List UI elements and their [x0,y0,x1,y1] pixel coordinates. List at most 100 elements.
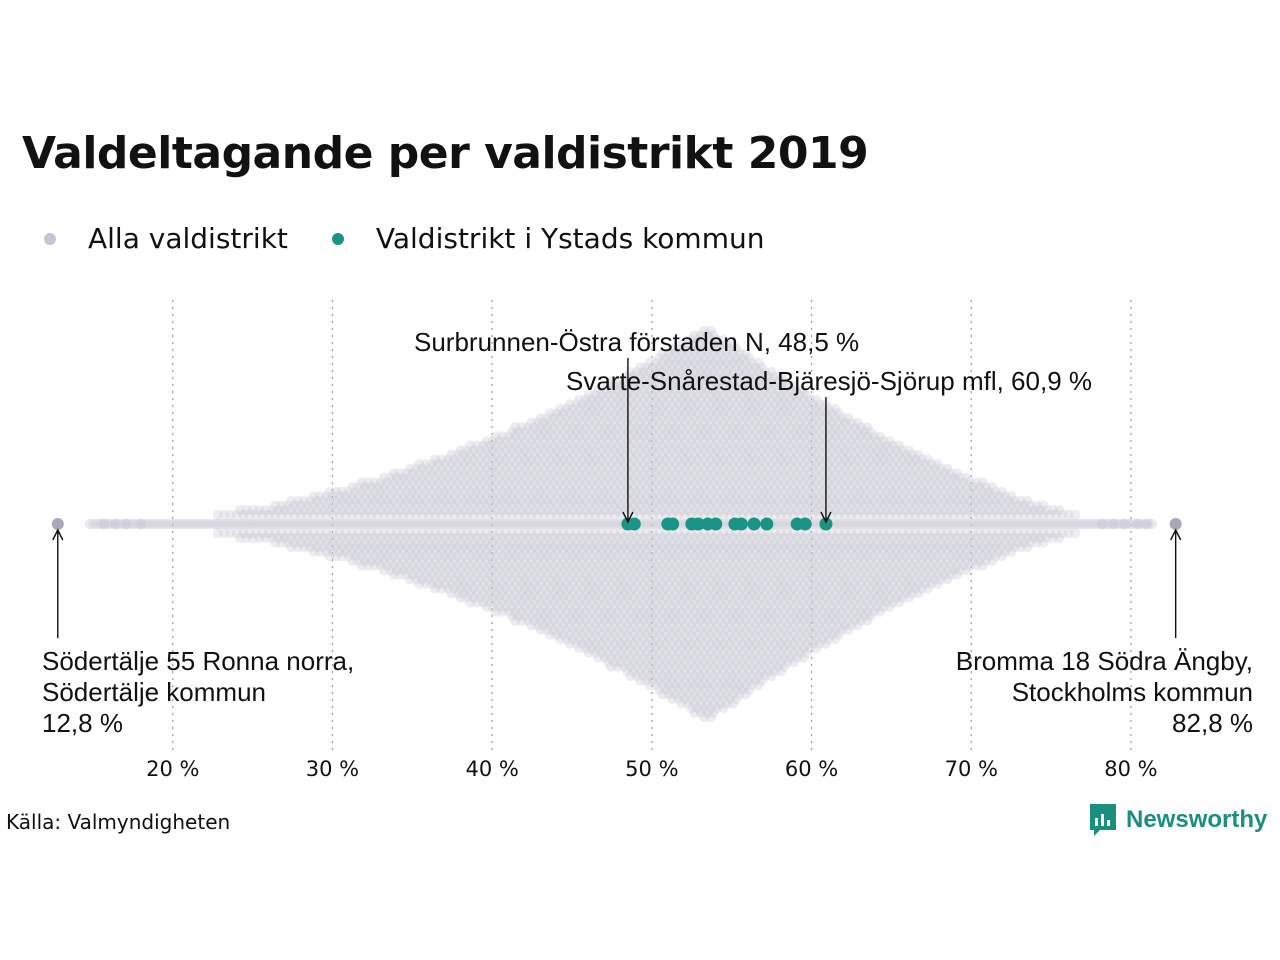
district-point [442,564,454,576]
district-point [519,555,531,566]
district-point [286,532,297,543]
district-point [263,518,275,530]
district-point [430,546,441,557]
district-point [420,551,431,562]
district-point [423,537,435,548]
district-point [481,537,492,548]
district-point [305,495,316,507]
district-point [407,486,419,497]
district-point [423,555,435,566]
district-point [382,551,393,562]
district-point [436,537,447,548]
district-point [484,440,495,451]
district-point [478,477,489,488]
district-point [513,610,524,622]
district-point [388,560,399,571]
district-point [478,468,489,479]
district-point [414,477,425,488]
district-point [484,597,495,608]
district-point [510,495,521,507]
district-point [145,518,156,530]
district-point [340,518,351,530]
district-point [388,486,399,497]
district-point [398,546,409,557]
district-point [391,528,403,539]
district-point [244,509,255,520]
district-point [417,500,428,511]
district-point [286,495,297,507]
district-point [266,518,278,530]
district-point [359,518,371,530]
district-point [324,518,335,530]
district-point [487,555,499,566]
district-point [490,532,502,543]
district-point [490,518,502,530]
district-point [513,592,524,603]
district-point [503,532,515,543]
district-point [439,541,451,553]
district-point [410,482,422,493]
district-point [426,477,438,488]
district-point [366,509,377,520]
district-point [494,518,505,530]
district-point [401,505,412,516]
district-point [372,482,383,493]
district-point [439,495,451,507]
district-point [446,477,457,488]
district-point [490,587,502,599]
district-point [346,482,358,493]
district-point [478,551,489,562]
district-point [113,518,124,530]
district-point [500,500,511,511]
district-point [289,500,300,511]
district-point [436,491,447,502]
district-point [388,551,399,562]
district-point [225,528,236,539]
district-point [340,528,351,539]
district-point [449,583,460,594]
district-point [414,495,425,507]
district-point [295,518,307,530]
district-point [500,537,511,548]
district-point [311,495,323,507]
district-point [417,546,428,557]
district-point [474,518,486,530]
district-point [116,518,127,530]
district-point [356,486,367,497]
district-point [474,546,486,557]
district-point [500,592,511,603]
district-point [398,528,409,539]
district-point [1070,509,1081,520]
district-point [462,491,473,502]
district-point [503,578,515,589]
district-point [436,509,447,520]
district-point [426,486,438,497]
district-point [490,486,502,497]
district-point [506,509,518,520]
district-point [394,505,406,516]
district-point [302,500,313,511]
district-point [442,574,454,585]
district-point [506,445,518,456]
district-point [442,583,454,594]
district-point [238,518,249,530]
district-point [513,574,524,585]
district-point [510,505,521,516]
district-point [391,564,403,576]
district-point [465,569,476,580]
district-point [474,564,486,576]
district-point [212,509,223,520]
district-point [327,518,339,530]
district-point [321,528,332,539]
district-point [244,528,255,539]
district-point [462,482,473,493]
district-point [500,436,511,447]
district-point [394,551,406,562]
district-point [487,564,499,576]
district-point [414,532,425,543]
district-point [468,518,479,530]
district-point [375,477,387,488]
district-point [292,518,303,530]
district-point [359,555,371,566]
district-point [462,500,473,511]
